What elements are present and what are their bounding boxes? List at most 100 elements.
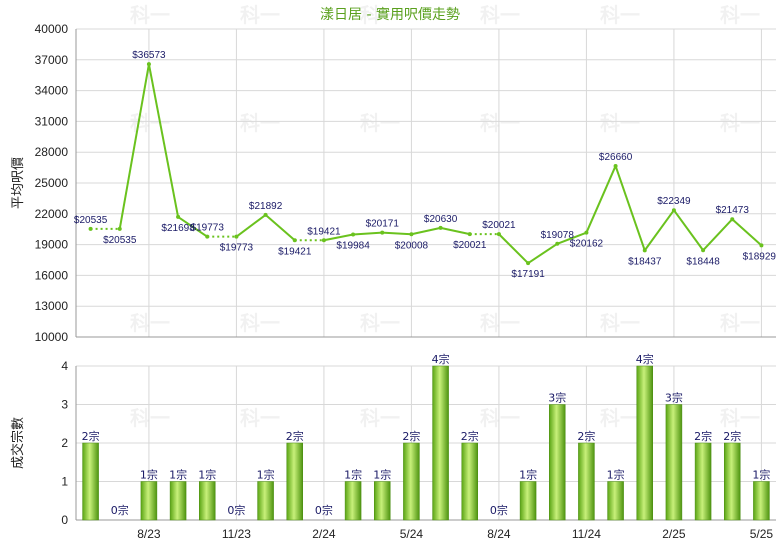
- watermark-text: 科一: [720, 111, 760, 135]
- line-segment: [731, 218, 763, 247]
- watermark-text: 科一: [600, 111, 640, 135]
- line-segment: [556, 231, 587, 245]
- watermark-text: 科一: [240, 111, 280, 135]
- watermark-text: 科一: [480, 406, 520, 430]
- point-label: $18437: [628, 256, 662, 267]
- watermark-text: 科一: [130, 406, 170, 430]
- line-segment: [118, 64, 150, 230]
- line-point: [321, 238, 326, 243]
- bar-label: 0宗: [111, 503, 129, 517]
- bar-label: 3宗: [548, 391, 566, 405]
- bar: [578, 442, 595, 521]
- line-segment: [614, 165, 646, 251]
- watermark-text: 科一: [360, 311, 400, 335]
- line-point: [380, 230, 385, 235]
- x-tick-label: 5/25: [750, 527, 774, 541]
- line-segment: [264, 214, 296, 242]
- watermark-text: 科一: [360, 406, 400, 430]
- bar: [199, 481, 216, 521]
- watermark-text: 科一: [480, 111, 520, 135]
- line-point: [584, 230, 589, 235]
- point-label: $19773: [220, 243, 254, 254]
- line-point: [146, 62, 151, 67]
- bar: [344, 481, 362, 521]
- watermark-text: 科一: [360, 111, 400, 135]
- point-label: $20021: [482, 220, 516, 231]
- line-segment: [498, 233, 529, 264]
- y-tick-label: 19000: [35, 238, 69, 252]
- bar: [432, 365, 449, 521]
- bar: [140, 481, 158, 521]
- y-tick-label: 31000: [35, 114, 69, 128]
- bar: [694, 442, 712, 521]
- bar: [724, 442, 741, 521]
- line-point: [438, 225, 443, 230]
- watermark-text: 科一: [720, 311, 760, 335]
- line-point: [176, 214, 181, 219]
- line-segment: [382, 231, 412, 236]
- x-tick-label: 5/24: [400, 527, 424, 541]
- y-tick-label: 2: [61, 436, 68, 450]
- line-segment: [177, 216, 208, 238]
- y-tick-label: 22000: [35, 207, 69, 221]
- point-label: $19984: [336, 240, 370, 251]
- point-label: $21892: [249, 201, 283, 212]
- watermark-text: 科一: [360, 3, 400, 27]
- line-segment: [643, 209, 675, 251]
- watermark-text: 科一: [480, 3, 520, 27]
- bar: [461, 442, 478, 521]
- chart-title: 漾日居 - 實用呎價走勢: [320, 6, 460, 23]
- bar-label: 2宗: [402, 429, 420, 443]
- line-point: [117, 226, 122, 231]
- line-segment: [147, 63, 180, 218]
- bar-label: 2宗: [286, 429, 304, 443]
- bar: [753, 481, 770, 521]
- point-label: $19421: [307, 226, 341, 237]
- watermark-text: 科一: [130, 3, 170, 27]
- line-segment: [411, 226, 441, 236]
- line-point: [701, 248, 706, 253]
- line-point: [555, 241, 560, 246]
- x-tick-label: 11/24: [572, 527, 601, 541]
- x-tick-label: 2/25: [662, 527, 686, 541]
- y-tick-label: 10000: [35, 330, 69, 344]
- bar: [374, 481, 391, 521]
- line-point: [671, 208, 676, 213]
- y-axis-label: 成交宗數: [10, 417, 26, 469]
- line-point: [526, 261, 531, 266]
- bar-label: 2宗: [577, 429, 595, 443]
- x-tick-label: 11/23: [222, 527, 251, 541]
- y-axis-label: 平均呎價: [11, 157, 26, 209]
- point-label: $20171: [366, 219, 400, 230]
- bar: [607, 481, 624, 521]
- line-segment: [702, 218, 733, 251]
- point-label: $20630: [424, 214, 458, 225]
- bar-label: 2宗: [82, 429, 100, 443]
- bar-label: 1宗: [257, 468, 275, 482]
- bar-label: 1宗: [519, 468, 537, 482]
- point-label: $18929: [743, 251, 777, 262]
- line-segment: [527, 242, 558, 265]
- point-label: $20162: [570, 239, 604, 250]
- bar-label: 1宗: [607, 468, 625, 482]
- bar-label: 1宗: [373, 468, 391, 482]
- watermark-text: 科一: [240, 3, 280, 27]
- line-segment: [585, 165, 617, 234]
- line-segment: [440, 226, 470, 236]
- transactions-chart: 0 1 2 3 4 成交宗數 2宗 0宗 1宗 1宗 1宗 0宗 1宗 2宗 0宗 1宗 1宗 2宗 4宗 2宗 0宗 1…: [10, 352, 776, 541]
- bar: [519, 481, 537, 521]
- watermark-text: 科一: [600, 3, 640, 27]
- line-point: [467, 232, 472, 237]
- y-tick-label: 40000: [35, 22, 69, 36]
- x-tick-label: 8/24: [487, 527, 511, 541]
- line-segment: [235, 214, 267, 238]
- bar: [286, 442, 303, 521]
- x-tick-label: 8/23: [137, 527, 161, 541]
- watermark-text: 科一: [720, 406, 760, 430]
- y-tick-label: 3: [61, 398, 68, 412]
- line-point: [496, 232, 501, 237]
- bar-label: 2宗: [723, 429, 741, 443]
- bar-label: 1宗: [198, 468, 216, 482]
- bar-label: 0宗: [227, 503, 245, 517]
